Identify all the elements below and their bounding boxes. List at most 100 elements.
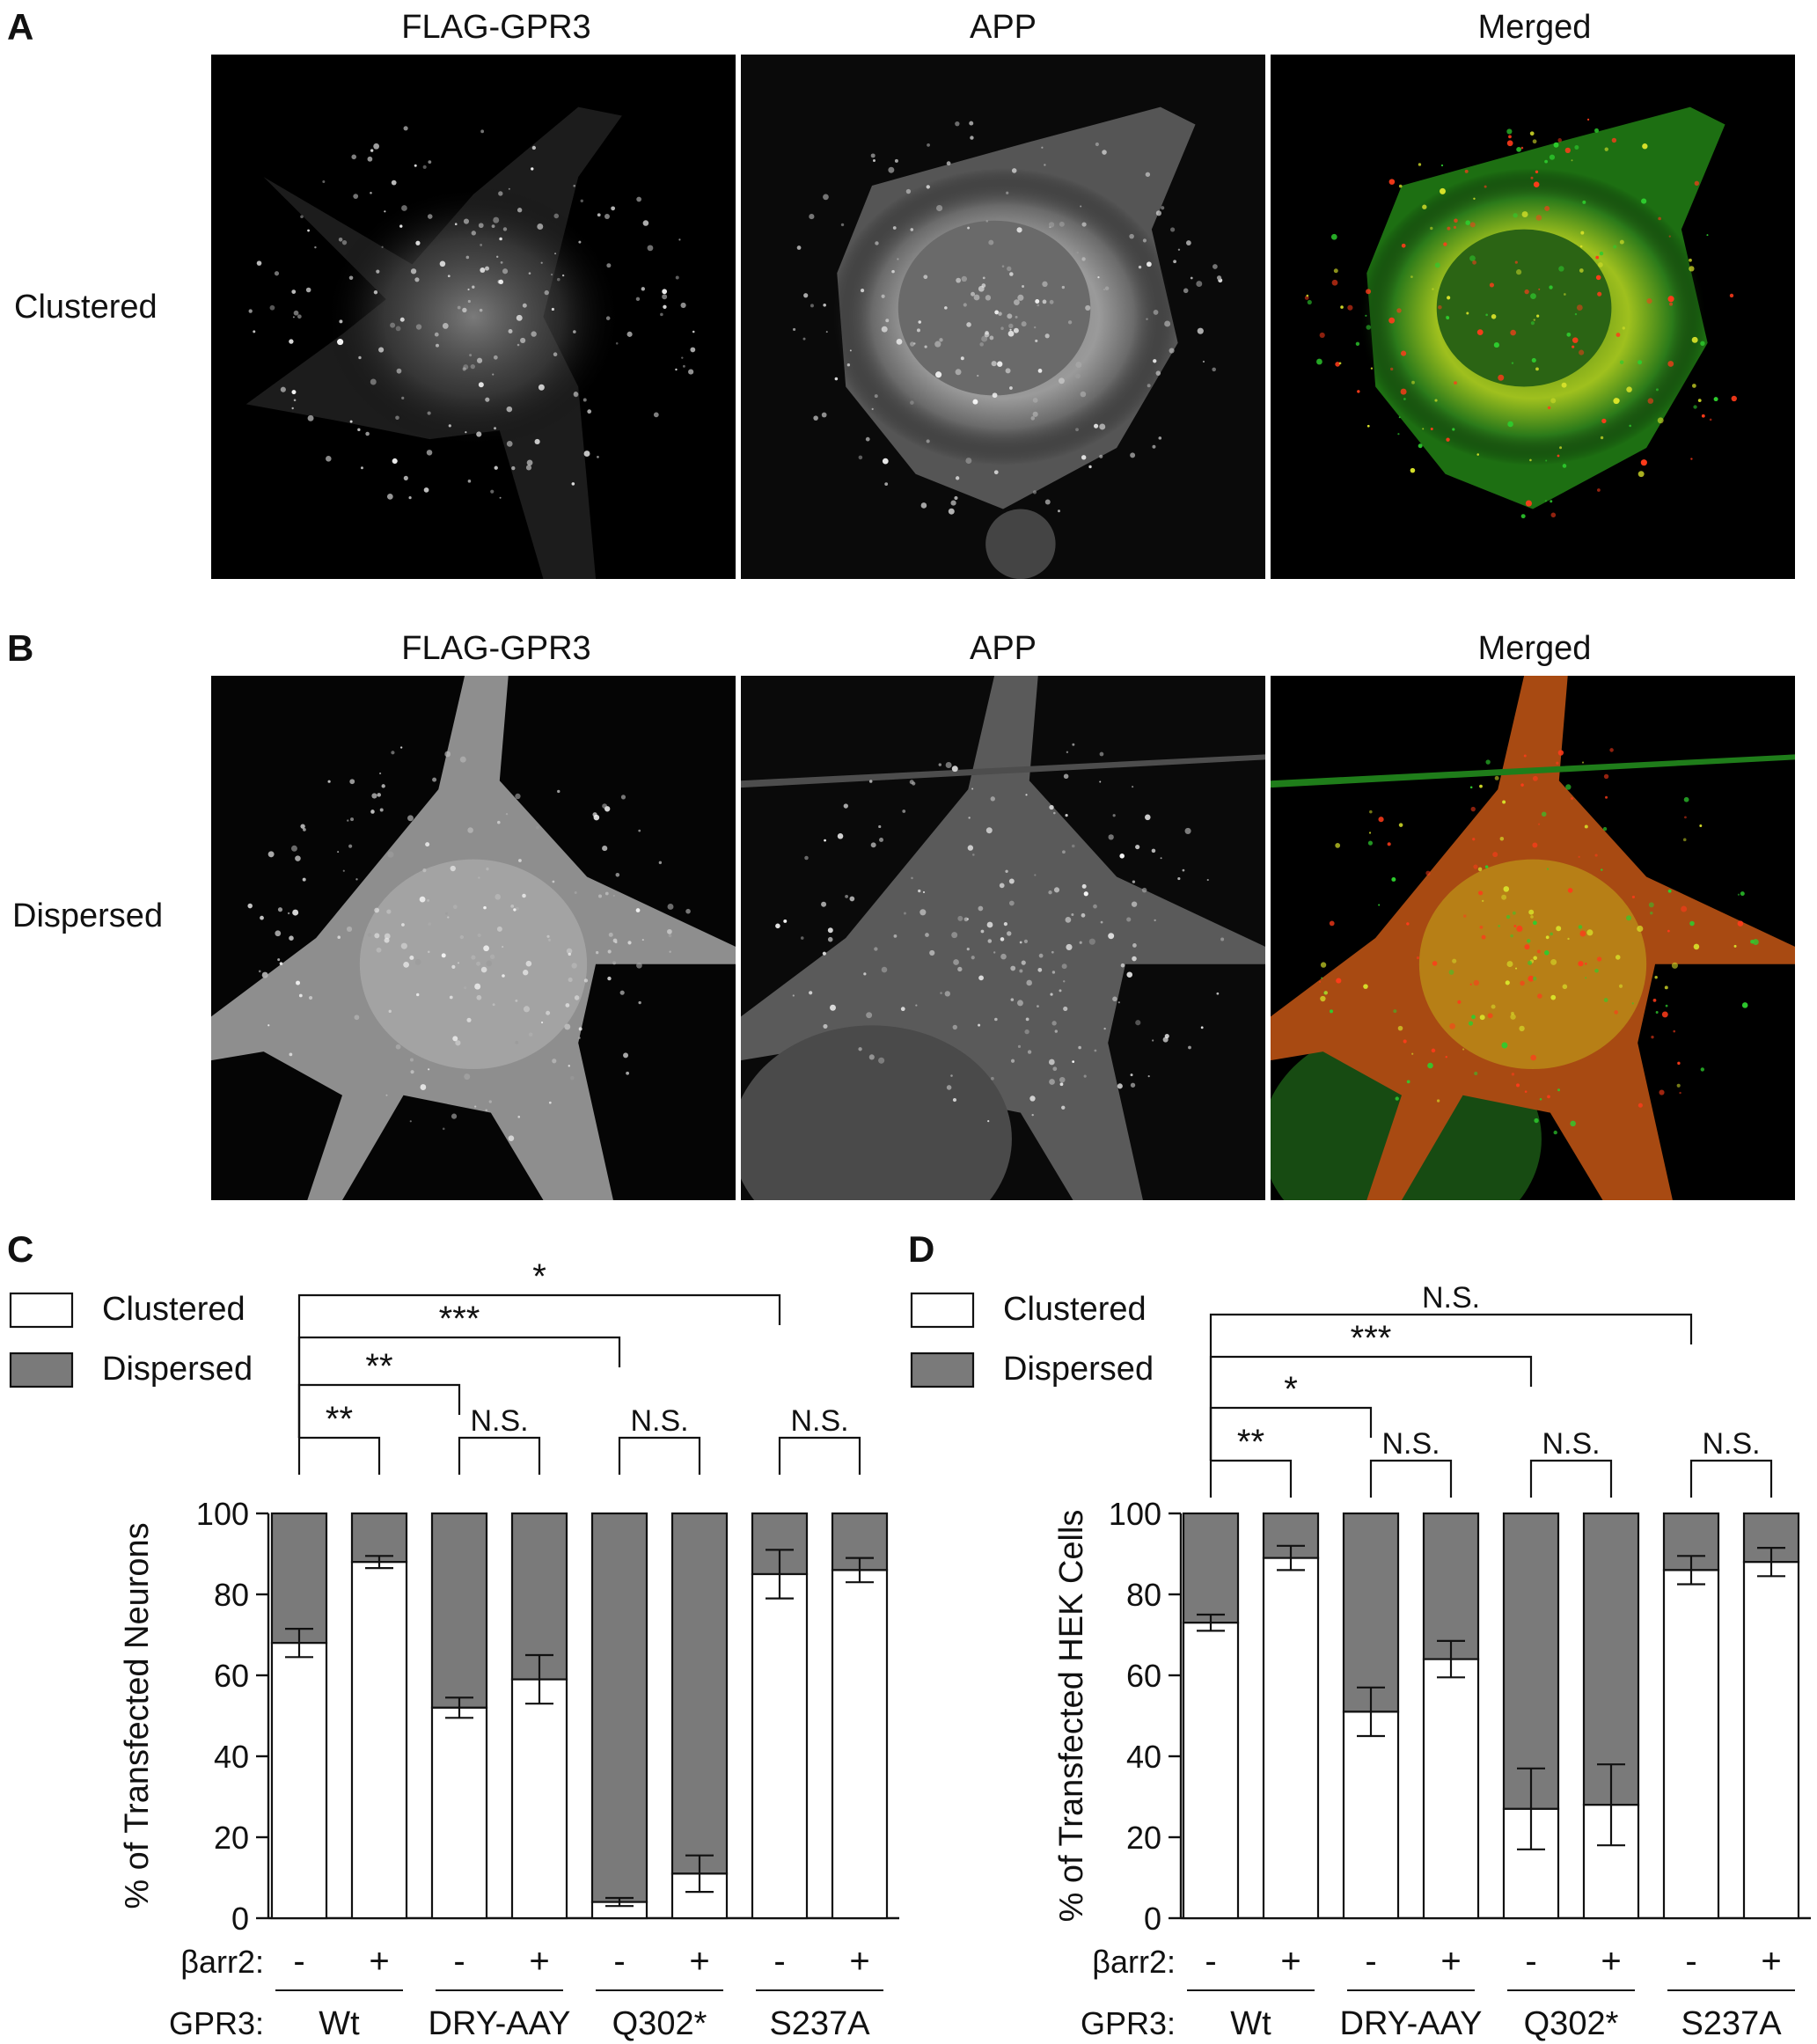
speckle-dot xyxy=(1093,904,1097,909)
speckle-dot xyxy=(379,772,382,775)
speckle-dot xyxy=(1733,944,1737,948)
speckle-dot xyxy=(355,878,358,881)
speckle-dot xyxy=(1567,888,1573,893)
speckle-dot xyxy=(1506,914,1511,919)
bar-dispersed xyxy=(270,1512,328,1645)
speckle-dot xyxy=(476,431,482,437)
speckle-dot xyxy=(1626,386,1632,392)
speckle-dot xyxy=(1536,314,1540,318)
speckle-dot xyxy=(1487,1013,1493,1019)
speckle-dot xyxy=(1440,187,1446,194)
speckle-dot xyxy=(1594,968,1599,973)
speckle-dot xyxy=(647,245,654,252)
speckle-dot xyxy=(1169,348,1175,354)
speckle-dot xyxy=(1713,397,1718,402)
speckle-dot xyxy=(548,938,552,941)
speckle-dot xyxy=(920,502,927,509)
speckle-dot xyxy=(486,960,493,967)
speckle-dot xyxy=(493,216,500,223)
speckle-dot xyxy=(1007,266,1012,272)
speckle-dot xyxy=(1637,1103,1643,1108)
speckle-dot xyxy=(1019,969,1023,973)
speckle-dot xyxy=(1022,285,1025,289)
speckle-dot xyxy=(302,877,306,882)
speckle-dot xyxy=(1200,1026,1204,1029)
speckle-dot xyxy=(573,184,576,187)
speckle-dot xyxy=(1476,453,1480,456)
speckle-dot xyxy=(1550,994,1557,1000)
speckle-dot xyxy=(510,904,515,908)
comparison-significance: N.S. xyxy=(1422,1281,1480,1315)
speckle-dot xyxy=(1529,131,1535,136)
speckle-dot xyxy=(1545,459,1548,462)
speckle-dot xyxy=(467,299,471,304)
speckle-dot xyxy=(843,803,848,809)
speckle-dot xyxy=(1532,775,1538,781)
speckle-dot xyxy=(1397,1025,1403,1031)
speckle-dot xyxy=(1398,823,1403,827)
speckle-dot xyxy=(1112,814,1116,817)
speckle-dot xyxy=(1447,296,1451,300)
speckle-dot xyxy=(830,1004,836,1011)
speckle-dot xyxy=(1510,1014,1516,1020)
speckle-dot xyxy=(1078,1045,1081,1050)
speckle-dot xyxy=(1051,950,1054,954)
speckle-dot xyxy=(1501,1042,1508,1049)
speckle-dot xyxy=(578,1037,581,1039)
pair-significance: N.S. xyxy=(790,1404,848,1438)
speckle-dot xyxy=(1586,929,1594,936)
speckle-dot xyxy=(274,271,280,276)
speckle-dot xyxy=(957,966,963,972)
speckle-dot xyxy=(540,261,543,264)
speckle-dot xyxy=(348,844,353,848)
speckle-dot xyxy=(1567,937,1570,941)
speckle-dot xyxy=(1006,191,1009,194)
speckle-dot xyxy=(506,406,513,413)
speckle-dot xyxy=(1535,170,1539,173)
speckle-dot xyxy=(422,868,427,873)
speckle-dot xyxy=(1513,213,1518,218)
speckle-dot xyxy=(423,487,429,493)
pair-bracket xyxy=(1369,1459,1453,1498)
speckle-dot xyxy=(1013,327,1019,333)
speckle-dot xyxy=(303,827,306,832)
speckle-dot xyxy=(1512,911,1516,915)
speckle-dot xyxy=(1580,231,1585,235)
speckle-dot xyxy=(1389,367,1394,371)
speckle-dot xyxy=(1709,418,1712,421)
speckle-dot xyxy=(463,218,470,224)
speckle-dot xyxy=(955,121,960,127)
speckle-dot xyxy=(464,1073,471,1081)
speckle-dot xyxy=(607,976,612,981)
bar-clustered xyxy=(270,1642,328,1920)
speckle-dot xyxy=(477,933,481,938)
speckle-dot xyxy=(1177,248,1181,252)
speckle-dot xyxy=(470,363,475,370)
speckle-dot xyxy=(626,1071,630,1075)
speckle-dot xyxy=(667,928,672,934)
speckle-dot xyxy=(662,294,668,300)
speckle-dot xyxy=(1063,980,1066,983)
speckle-dot xyxy=(462,367,466,371)
speckle-dot xyxy=(1519,1025,1525,1032)
speckle-dot xyxy=(291,390,297,395)
speckle-dot xyxy=(1558,266,1564,272)
speckle-dot xyxy=(342,869,345,872)
speckle-dot xyxy=(1051,1021,1057,1026)
speckle-dot xyxy=(1049,299,1054,304)
speckle-dot xyxy=(597,455,599,458)
speckle-dot xyxy=(1147,384,1151,388)
speckle-dot xyxy=(467,827,473,833)
speckle-dot xyxy=(879,837,884,842)
speckle-dot xyxy=(465,431,467,434)
speckle-dot xyxy=(919,909,927,916)
speckle-dot xyxy=(441,953,446,958)
speckle-dot xyxy=(1188,1045,1191,1050)
speckle-dot xyxy=(1104,286,1110,290)
speckle-dot xyxy=(1369,810,1373,814)
bar-dispersed xyxy=(510,1512,568,1681)
speckle-dot xyxy=(291,289,297,294)
speckle-dot xyxy=(955,369,962,376)
speckle-dot xyxy=(1216,275,1222,281)
speckle-dot xyxy=(971,291,976,297)
